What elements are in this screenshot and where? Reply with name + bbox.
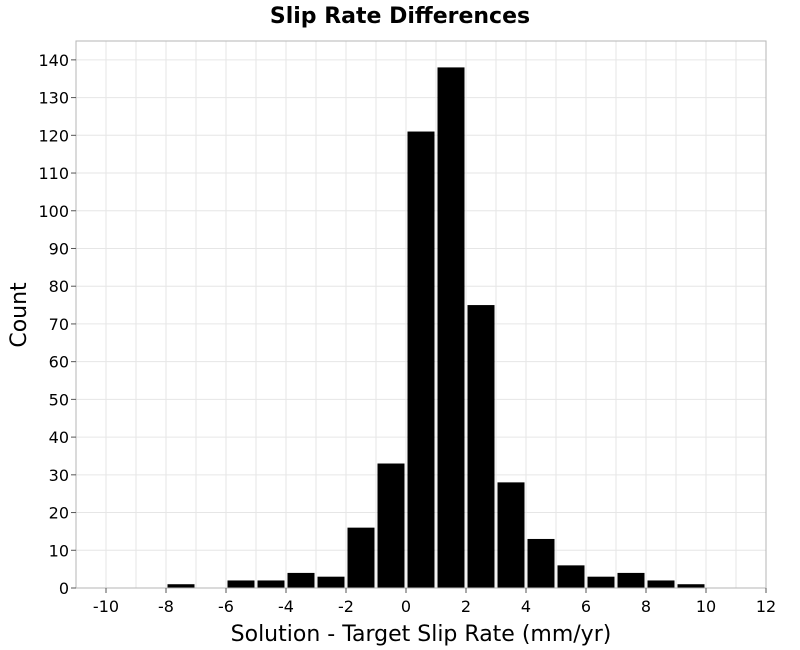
y-tick-label: 130 <box>38 89 69 108</box>
histogram-bar <box>647 580 675 588</box>
histogram-bar <box>347 527 375 588</box>
histogram-bar <box>617 572 645 588</box>
y-tick-label: 10 <box>49 541 69 560</box>
y-tick-label: 100 <box>38 202 69 221</box>
histogram-bar <box>467 305 495 588</box>
histogram-bar <box>227 580 255 588</box>
x-axis-label: Solution - Target Slip Rate (mm/yr) <box>231 622 612 647</box>
histogram-bar <box>257 580 285 588</box>
x-tick-label: -2 <box>338 597 354 616</box>
y-tick-label: 110 <box>38 164 69 183</box>
histogram-bar <box>317 576 345 588</box>
bars <box>167 67 705 588</box>
plot-frame <box>75 40 767 589</box>
y-axis-ticks: 0 10 20 30 40 50 60 70 80 90 100 110 120 130 140 <box>38 51 76 598</box>
x-tick-label: -8 <box>158 597 174 616</box>
y-tick-label: 90 <box>49 239 69 258</box>
y-tick-label: 120 <box>38 126 69 145</box>
x-tick-label: 12 <box>756 597 776 616</box>
y-tick-label: 70 <box>49 315 69 334</box>
x-tick-label: 10 <box>696 597 716 616</box>
y-axis-label: Count <box>7 282 32 348</box>
histogram-bar <box>407 131 435 588</box>
x-tick-label: 8 <box>641 597 651 616</box>
y-tick-label: 20 <box>49 504 69 523</box>
histogram-bar <box>677 584 705 588</box>
histogram-bar <box>377 463 405 588</box>
y-tick-label: 0 <box>59 579 69 598</box>
histogram-bar <box>287 572 315 588</box>
histogram-bar <box>437 67 465 588</box>
histogram-bar <box>497 482 525 588</box>
y-tick-label: 40 <box>49 428 69 447</box>
y-tick-label: 60 <box>49 353 69 372</box>
histogram-bar <box>587 576 615 588</box>
x-tick-label: 4 <box>521 597 531 616</box>
x-tick-label: 0 <box>401 597 411 616</box>
y-tick-label: 140 <box>38 51 69 70</box>
x-tick-label: -4 <box>278 597 294 616</box>
y-tick-label: 50 <box>49 390 69 409</box>
histogram-bar <box>167 584 195 588</box>
histogram-bar <box>527 538 555 588</box>
x-tick-label: -6 <box>218 597 234 616</box>
x-axis-ticks: -10 -8 -6 -4 -2 0 2 4 6 8 10 12 <box>93 588 776 616</box>
y-tick-label: 30 <box>49 466 69 485</box>
x-tick-label: 2 <box>461 597 471 616</box>
y-tick-label: 80 <box>49 277 69 296</box>
x-tick-label: 6 <box>581 597 591 616</box>
chart-title: Slip Rate Differences <box>270 4 530 29</box>
x-tick-label: -10 <box>93 597 119 616</box>
histogram-bar <box>557 565 585 588</box>
